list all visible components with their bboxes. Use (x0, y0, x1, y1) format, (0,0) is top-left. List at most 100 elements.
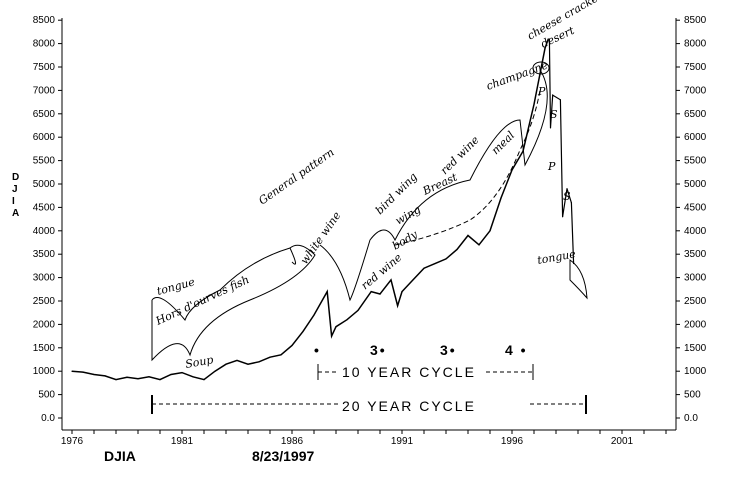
data-point (390, 279, 392, 281)
y-tick-label-right: 8000 (684, 39, 707, 50)
y-tick-label: 2000 (33, 319, 56, 330)
bird-outline (394, 89, 541, 246)
data-point (335, 326, 337, 328)
data-point (445, 258, 447, 260)
data-point (203, 379, 205, 381)
data-point (159, 379, 161, 381)
y-tick-label-right: 4500 (684, 202, 707, 213)
y-tick-label: 7000 (33, 85, 56, 96)
y-tick-label: 4000 (33, 226, 56, 237)
y-tick-label-right: 3500 (684, 249, 707, 260)
y-tick-label-right: 6000 (684, 132, 707, 143)
data-point (126, 376, 128, 378)
y-tick-label: 8000 (33, 39, 56, 50)
data-point (313, 314, 315, 316)
y-tick-label: 1500 (33, 343, 56, 354)
data-point (434, 262, 436, 265)
data-point (478, 244, 480, 246)
annotation-s2: S (563, 190, 571, 203)
tongue-right-shape (569, 259, 588, 300)
y-tick-label: 6500 (33, 109, 56, 120)
data-point (192, 376, 194, 378)
plate-arc-1 (289, 69, 548, 302)
data-point (137, 378, 139, 380)
data-point (566, 188, 568, 190)
x-tick-label: 1976 (61, 436, 84, 447)
data-point (326, 291, 328, 293)
data-point (549, 127, 552, 129)
data-point (115, 379, 117, 381)
y-tick-label-right: 0.0 (684, 413, 698, 424)
cycle-marker: 3• (440, 342, 457, 358)
data-point (148, 376, 150, 378)
data-point (547, 38, 549, 40)
y-tick-label: 5000 (33, 179, 56, 190)
y-tick-label-right: 4000 (684, 226, 707, 237)
data-point (489, 230, 491, 232)
annotation-tongue-right: tongue (536, 247, 577, 267)
annotation-meal: meal (489, 128, 518, 157)
data-point (302, 330, 304, 333)
y-tick-label: 4500 (33, 202, 56, 213)
y-tick-label-right: 2500 (684, 296, 707, 307)
y-tick-label-right: 1500 (684, 343, 707, 354)
data-point (357, 309, 359, 311)
annotation-breast: Breast (420, 170, 460, 198)
annotation-tongue-left: tongue (155, 275, 196, 298)
ten-year-bg (338, 362, 486, 380)
y-tick-label: 3500 (33, 249, 56, 260)
annotation-wing: wing (393, 203, 423, 228)
y-tick-label-right: 8500 (684, 15, 707, 26)
data-point (71, 370, 73, 372)
data-point (559, 99, 562, 101)
y-tick-label: 8500 (33, 15, 56, 26)
data-point (236, 359, 238, 362)
data-point (548, 38, 551, 40)
data-point (562, 216, 564, 218)
data-point (467, 234, 469, 237)
data-point (291, 344, 293, 347)
data-point (104, 375, 106, 377)
y-tick-label: 1000 (33, 366, 56, 377)
djia-line (71, 38, 550, 381)
cycle-marker: 3• (370, 342, 387, 358)
annotation-soup: Soup (184, 353, 214, 371)
y-tick-label: 5500 (33, 156, 56, 167)
fish-outline (151, 244, 316, 362)
y-tick-label-right: 6500 (684, 109, 707, 120)
data-point (401, 291, 403, 293)
data-point (331, 335, 333, 337)
y-tick-label-right: 7500 (684, 62, 707, 73)
y-tick-label-right: 5500 (684, 156, 707, 167)
series (71, 38, 575, 381)
data-point (370, 291, 372, 293)
data-point (544, 47, 546, 49)
data-point (412, 279, 414, 281)
annotation-s1: S (550, 108, 558, 121)
x-tick-label: 1981 (171, 436, 194, 447)
data-point (500, 197, 502, 199)
data-point (225, 363, 227, 365)
y-tick-label-right: 500 (684, 390, 701, 401)
data-point (346, 319, 348, 321)
y-tick-label: 6000 (33, 132, 56, 143)
projection-line (548, 38, 575, 264)
data-point (570, 202, 573, 204)
y-tick-label-right: 1000 (684, 366, 707, 377)
data-point (280, 354, 282, 356)
cycle-marker: 4 • (505, 342, 528, 358)
y-tick-label-right: 3000 (684, 273, 707, 284)
y-tick-label-right: 7000 (684, 85, 707, 96)
annotation-red-wine: red wine (359, 251, 405, 293)
x-tick-label: 1991 (391, 436, 414, 447)
data-point (397, 305, 399, 307)
data-point (214, 370, 216, 372)
hand-drawings (151, 61, 588, 362)
data-point (170, 373, 172, 376)
data-point (181, 372, 183, 374)
annotation-white-wine: white wine (298, 209, 344, 267)
twenty-year-bg (338, 394, 528, 414)
